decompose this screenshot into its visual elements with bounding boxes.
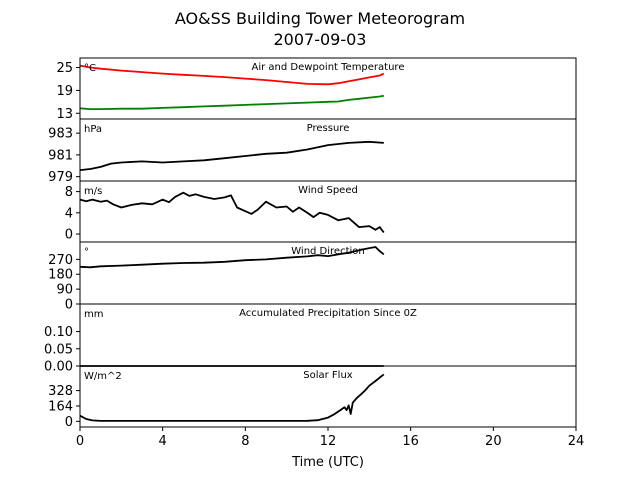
panel-3-title: Wind Speed	[298, 185, 358, 196]
panel-1-ytick-label: 13	[56, 107, 73, 122]
panel-5-ytick-label: 0.00	[44, 360, 73, 375]
panel-1: 13 19 25 °C Air and Dewpoint Temperature	[56, 57, 577, 122]
panel-5-ytick-label: 0.05	[44, 342, 73, 357]
panel-5-unit: mm	[84, 309, 103, 320]
panel-1-unit: °C	[84, 63, 96, 74]
x-axis: 0 4 8 12 16 20 24	[76, 427, 584, 449]
panel-2-series-1-line	[79, 140, 384, 171]
panel-2-ytick-label: 979	[48, 170, 73, 185]
panel-6-ytick-label: 164	[48, 399, 73, 414]
panel-4-title: Wind Direction	[291, 246, 365, 257]
panel-3-unit: m/s	[84, 186, 102, 197]
panel-4-series-1-line	[79, 246, 385, 269]
panel-1-ytick-label: 19	[56, 84, 73, 99]
panel-6-series-1-line	[79, 373, 385, 422]
panel-2-unit: hPa	[84, 124, 102, 135]
figure-title-line1: AO&SS Building Tower Meteorogram	[175, 9, 465, 28]
panel-5-ytick-label: 0.10	[44, 325, 73, 340]
panel-1-series-2-line	[79, 94, 384, 110]
panel-4-ytick-label: 180	[48, 268, 73, 283]
x-tick-label: 4	[159, 434, 167, 449]
panel-4-ytick-label: 0	[65, 298, 73, 313]
x-tick-label: 24	[568, 434, 585, 449]
panel-2-ytick-label: 981	[48, 148, 73, 163]
panel-2-ytick-label: 983	[48, 127, 73, 142]
x-tick-label: 16	[402, 434, 419, 449]
x-axis-label: Time (UTC)	[291, 455, 364, 470]
x-tick-label: 20	[485, 434, 502, 449]
panel-6-title: Solar Flux	[303, 370, 353, 381]
panel-3-ytick-label: 8	[65, 185, 73, 200]
panel-2: 979 981 983 hPa Pressure	[48, 118, 577, 185]
panel-4-unit: °	[84, 247, 89, 258]
x-tick-label: 8	[241, 434, 249, 449]
panel-3-ytick-label: 4	[65, 206, 73, 221]
panel-6-ytick-label: 0	[65, 415, 73, 430]
panel-6-unit: W/m^2	[84, 371, 122, 382]
panel-5-title: Accumulated Precipitation Since 0Z	[239, 308, 417, 319]
panel-4-ytick-label: 90	[56, 283, 73, 298]
panel-3-series-1-line	[79, 191, 385, 234]
panel-1-ytick-label: 25	[56, 61, 73, 76]
x-tick-label: 0	[76, 434, 84, 449]
panel-3: 0 4 8 m/s Wind Speed	[65, 180, 577, 243]
panel-1-series-1-line	[79, 64, 385, 86]
panel-5: 0.00 0.05 0.10 mm Accumulated Precipitation …	[44, 303, 577, 375]
panel-2-title: Pressure	[307, 123, 350, 134]
figure-title-line2: 2007-09-03	[274, 30, 367, 49]
panel-3-ytick-label: 0	[65, 228, 73, 243]
panel-1-title: Air and Dewpoint Temperature	[252, 62, 405, 73]
panel-4-ytick-label: 270	[48, 253, 73, 268]
x-tick-label: 12	[320, 434, 337, 449]
panel-6-ytick-label: 328	[48, 384, 73, 399]
